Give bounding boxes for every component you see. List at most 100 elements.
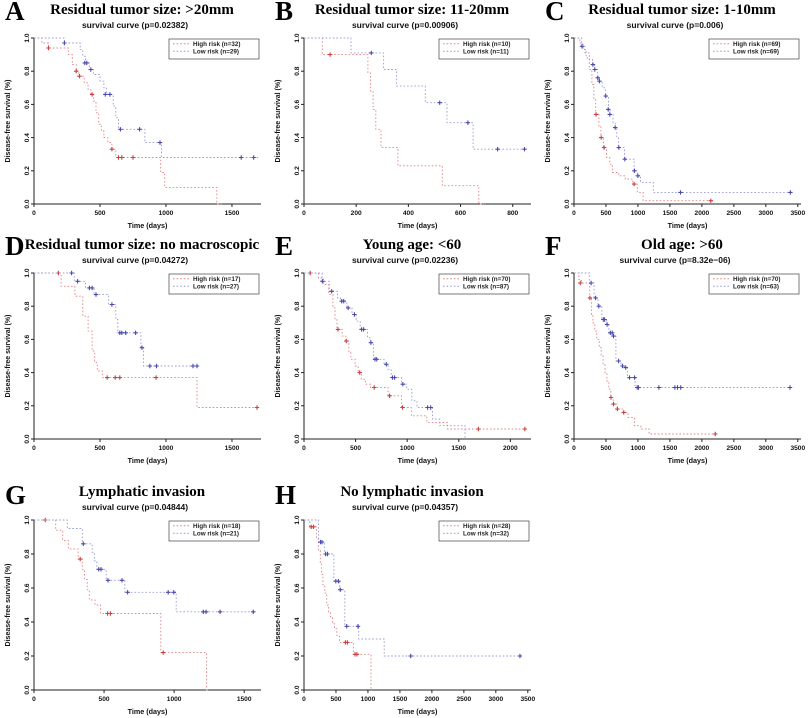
panel-subtitle: survival curve (p=0.006) [626, 20, 724, 30]
censor-plus-mark [319, 539, 325, 545]
axis-lines [573, 273, 801, 440]
y-tick-label: 0.4 [564, 368, 571, 377]
x-tick-label: 2000 [695, 210, 710, 217]
y-tick-label: 0.2 [24, 651, 31, 660]
panel-letter: B [275, 0, 294, 26]
legend-label: Low risk (n=27) [193, 284, 239, 291]
legend-label: Low risk (n=29) [193, 49, 239, 56]
series-high-risk [304, 37, 484, 205]
x-tick-label: 0 [302, 210, 306, 217]
x-tick-label: 0 [572, 210, 576, 217]
panel-letter: F [545, 231, 562, 261]
x-tick-label: 1000 [361, 696, 376, 703]
y-axis: 0.0 0.2 0.4 0.6 0.8 1.0 [294, 515, 304, 695]
x-tick-label: 400 [403, 210, 414, 217]
km-step-curve [304, 272, 526, 430]
x-tick-label: 2500 [457, 696, 472, 703]
y-tick-label: 0.2 [294, 401, 301, 410]
panel-letter: D [5, 231, 25, 261]
plot-area: 0 500 1000 1500 0.0 0.2 0.4 0.6 0.8 1.0 Disease-fr… [5, 33, 261, 230]
censor-plus-mark [113, 375, 118, 380]
y-tick-label: 0.4 [294, 368, 301, 377]
censor-plus-mark [88, 67, 93, 72]
censor-plus-mark [139, 345, 145, 350]
x-tick-label: 500 [99, 696, 110, 703]
censor-plus-mark [75, 279, 80, 284]
censor-plus-mark [620, 363, 625, 369]
legend: High risk (n=69)Low risk (n=69) [708, 38, 800, 60]
censor-plus-mark [392, 375, 397, 380]
y-axis-title: Disease-free survival (%) [5, 564, 12, 647]
legend-label: Low risk (n=11) [463, 49, 509, 56]
y-axis-title: Disease-free survival (%) [545, 80, 552, 163]
censor-plus-mark [678, 385, 683, 390]
panel-subtitle: survival curve (p=0.04844) [81, 502, 189, 512]
censor-plus-mark [616, 358, 621, 364]
y-tick-label: 0.0 [564, 434, 571, 443]
censor-plus-mark [352, 312, 357, 317]
y-tick-label: 0.6 [24, 583, 31, 592]
censor-plus-mark [133, 330, 138, 335]
x-axis-title: Time (days) [128, 456, 168, 465]
panel-d: D Residual tumor size: no macroscopic su… [0, 231, 270, 470]
censor-plus-mark [117, 375, 122, 380]
series-low-risk [34, 519, 256, 614]
x-tick-label: 0 [32, 696, 36, 703]
y-tick-label: 0.6 [24, 334, 31, 343]
km-plot: 0 500 1000 1500 2000 2500 3000 3500 0.0 0.2 0.4 0.6… [545, 33, 805, 230]
censor-plus-mark [137, 127, 142, 132]
censor-plus-mark [105, 578, 111, 583]
censor-plus-mark [109, 302, 115, 307]
censor-plus-mark [153, 375, 159, 380]
censor-plus-mark [593, 295, 598, 301]
km-step-curve [574, 37, 792, 193]
panel-h: H No lymphatic invasion survival curve (… [270, 470, 540, 718]
axis-lines [33, 273, 261, 440]
censor-plus-mark [372, 385, 377, 390]
legend-box [708, 38, 800, 60]
x-axis: 0 500 1000 1500 2000 [302, 439, 518, 452]
y-tick-label: 0.2 [564, 166, 571, 175]
censor-plus-mark [621, 410, 626, 415]
censor-plus-mark [217, 609, 223, 614]
series-low-risk [574, 37, 793, 195]
axis-lines [573, 38, 801, 205]
legend: High risk (n=70)Low risk (n=87) [438, 273, 530, 295]
panel-c: C Residual tumor size: 1-10mm survival c… [540, 0, 810, 235]
censor-plus-mark [254, 405, 260, 410]
y-tick-label: 0.4 [294, 133, 301, 142]
series-low-risk [34, 37, 259, 160]
x-tick-label: 1500 [225, 445, 240, 452]
censor-plus-mark [678, 190, 683, 195]
x-tick-label: 0 [572, 445, 576, 452]
censor-plus-mark [603, 93, 608, 99]
censor-plus-mark [636, 385, 641, 390]
x-axis-title: Time (days) [398, 221, 438, 230]
censor-plus-mark [465, 120, 471, 125]
censor-plus-mark [203, 609, 209, 614]
legend: High risk (n=32)Low risk (n=29) [168, 38, 260, 60]
censor-plus-mark [608, 395, 614, 400]
y-tick-label: 1.0 [294, 515, 301, 524]
panel-letter: A [5, 0, 25, 26]
censor-plus-mark [154, 363, 159, 369]
censor-plus-mark [336, 579, 341, 584]
censor-plus-mark [161, 650, 166, 655]
censor-plus-mark [119, 330, 124, 335]
x-tick-label: 600 [455, 210, 466, 217]
series-low-risk [304, 272, 466, 439]
censor-plus-mark [369, 50, 374, 56]
y-axis-title: Disease-free survival (%) [5, 315, 12, 398]
y-tick-label: 0.0 [24, 199, 31, 208]
legend-box [438, 520, 530, 542]
x-tick-label: 0 [32, 210, 36, 217]
censor-plus-mark [62, 40, 67, 46]
y-tick-label: 0.4 [294, 617, 301, 626]
y-tick-label: 0.8 [294, 549, 301, 558]
x-axis: 0 500 1000 1500 2000 2500 3000 3500 [572, 204, 805, 217]
censor-plus-mark [616, 145, 621, 150]
censor-plus-mark [69, 270, 74, 276]
panel-title: Old age: >60 [641, 237, 723, 253]
km-step-curve [34, 37, 222, 205]
x-tick-label: 1000 [400, 445, 415, 452]
